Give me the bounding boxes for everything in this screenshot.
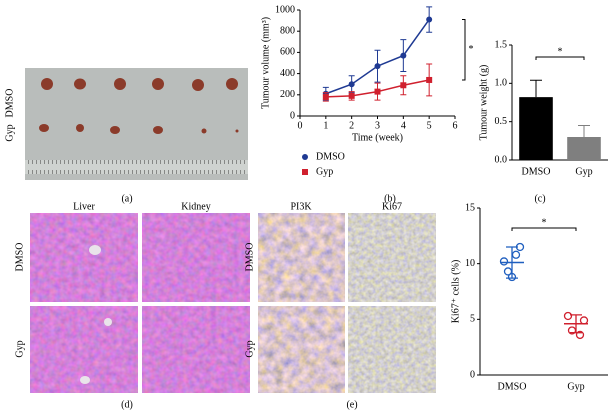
x-tick-label: 1 — [323, 120, 328, 131]
marker — [374, 88, 381, 95]
data-point — [579, 316, 589, 325]
row-label: DMSO — [4, 89, 15, 118]
row-label: Gyp — [14, 340, 25, 357]
sd-bar — [570, 314, 582, 334]
marker — [426, 76, 433, 83]
panel-label: (b) — [384, 193, 396, 204]
marker — [400, 82, 407, 89]
data-point — [499, 257, 509, 266]
panel-label: (d) — [121, 399, 133, 410]
y-axis-label: Ki67⁺ cells (%) — [450, 260, 461, 324]
y-tick-label: 600 — [280, 47, 295, 58]
significance-bracket — [462, 19, 466, 81]
legend-marker — [302, 154, 308, 160]
row-label: DMSO — [244, 243, 255, 272]
x-tick-label: 5 — [427, 120, 432, 131]
bar — [567, 137, 601, 160]
column-label: Kidney — [181, 201, 210, 212]
sd-bar — [506, 246, 518, 279]
row-label: Gyp — [244, 340, 255, 357]
x-tick-label: Gyp — [567, 381, 584, 392]
marker — [374, 63, 381, 70]
panel-label: (c) — [534, 193, 545, 204]
y-tick-label: 15 — [465, 202, 475, 213]
x-tick-label: 4 — [401, 120, 406, 131]
marker — [348, 92, 355, 99]
column-label: Ki67 — [382, 201, 402, 212]
ihc-images — [258, 213, 436, 393]
x-tick-label: Gyp — [575, 166, 592, 177]
y-tick-label: 800 — [280, 25, 295, 36]
data-point — [563, 311, 573, 321]
y-tick-label: 0.5 — [495, 116, 508, 127]
error-bar — [578, 125, 590, 137]
histology-images — [30, 213, 250, 393]
marker — [348, 81, 355, 88]
y-tick-label: 0 — [290, 110, 295, 121]
y-tick-label: 400 — [280, 68, 295, 79]
bar — [519, 97, 553, 160]
y-tick-label: 0 — [470, 369, 475, 380]
y-tick-label: 1.5 — [495, 39, 508, 50]
y-tick-label: 0.0 — [495, 154, 508, 165]
marker — [322, 93, 329, 100]
panel-label: (a) — [121, 193, 132, 204]
y-axis-label: Tumour volume (mm³) — [260, 17, 271, 109]
error-bar — [530, 79, 542, 98]
significance-bracket — [535, 56, 585, 60]
x-tick-label: 6 — [453, 120, 458, 131]
legend-label: DMSO — [316, 151, 345, 162]
marker — [400, 52, 407, 59]
significance-mark: * — [558, 46, 563, 57]
y-tick-label: 5 — [470, 314, 475, 325]
x-axis-label: Time (week) — [352, 132, 403, 143]
significance-mark: * — [542, 217, 547, 228]
tumour-photo — [25, 68, 248, 180]
panel-label: (e) — [346, 399, 357, 410]
y-tick-label: 10 — [465, 258, 475, 269]
significance-mark: * — [469, 44, 474, 55]
legend-label: Gyp — [316, 166, 333, 177]
x-tick-label: 0 — [298, 120, 303, 131]
column-label: PI3K — [290, 201, 312, 212]
column-label: Liver — [73, 201, 95, 212]
x-tick-label: 3 — [375, 120, 380, 131]
marker — [426, 16, 433, 23]
y-tick-label: 200 — [280, 89, 295, 100]
y-axis-label: Tumour weight (g) — [478, 65, 489, 141]
data-point — [575, 330, 585, 340]
significance-bracket — [511, 227, 577, 231]
x-tick-label: DMSO — [522, 166, 551, 177]
x-tick-label: 2 — [349, 120, 354, 131]
row-label: DMSO — [14, 243, 25, 272]
y-tick-label: 1000 — [275, 4, 295, 15]
legend-marker — [302, 169, 308, 175]
data-point — [511, 250, 521, 259]
row-label: Gyp — [4, 124, 15, 141]
y-tick-label: 1.0 — [495, 78, 508, 89]
x-tick-label: DMSO — [498, 381, 527, 392]
